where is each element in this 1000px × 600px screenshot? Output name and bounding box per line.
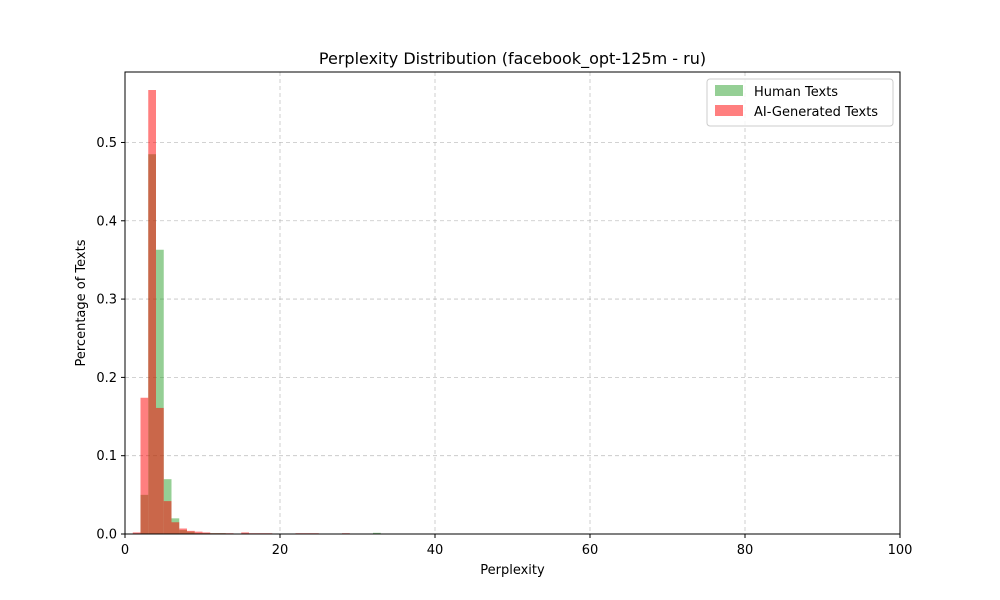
y-tick-label: 0.3 [96, 293, 117, 308]
chart-title: Perplexity Distribution (facebook_opt-12… [319, 49, 706, 69]
histogram-bar [163, 501, 172, 534]
histogram-bar [194, 531, 203, 534]
series-ai [132, 90, 350, 535]
histogram-bar [187, 530, 195, 534]
legend: Human Texts AI-Generated Texts [706, 78, 894, 127]
plot-frame [124, 71, 901, 535]
x-tick-label: 80 [737, 543, 754, 558]
y-axis: 0.0 0.1 0.2 0.3 0.4 0.5 [96, 136, 125, 543]
grid [125, 72, 900, 534]
x-tick-label: 40 [427, 543, 444, 558]
x-axis-label: Perplexity [480, 563, 545, 578]
y-tick-label: 0.0 [96, 528, 117, 543]
legend-swatch-human [715, 85, 743, 96]
legend-label-human: Human Texts [754, 85, 838, 100]
x-tick-label: 0 [121, 543, 129, 558]
series-human [140, 154, 381, 535]
histogram-bar [179, 528, 187, 534]
histogram-bar [156, 407, 164, 534]
x-tick-label: 20 [272, 543, 289, 558]
x-tick-label: 60 [582, 543, 599, 558]
y-axis-label: Percentage of Texts [74, 239, 89, 366]
histogram-bar [241, 532, 249, 534]
y-tick-label: 0.5 [96, 136, 117, 151]
histogram-bar [148, 90, 156, 535]
legend-label-ai: AI-Generated Texts [754, 105, 878, 120]
y-tick-label: 0.4 [96, 214, 117, 229]
y-tick-label: 0.2 [96, 371, 117, 386]
histogram-bar [156, 249, 164, 534]
bars [132, 90, 381, 535]
x-tick-label: 100 [888, 543, 913, 558]
legend-swatch-ai [715, 105, 743, 116]
x-axis: 0 20 40 60 80 100 [121, 534, 913, 558]
histogram-bar [132, 532, 141, 534]
histogram-bar [202, 532, 211, 534]
y-tick-label: 0.1 [96, 449, 117, 464]
histogram-bar [140, 397, 149, 534]
legend-frame [706, 78, 894, 127]
histogram-bar [171, 522, 180, 534]
histogram-bar [373, 532, 381, 534]
